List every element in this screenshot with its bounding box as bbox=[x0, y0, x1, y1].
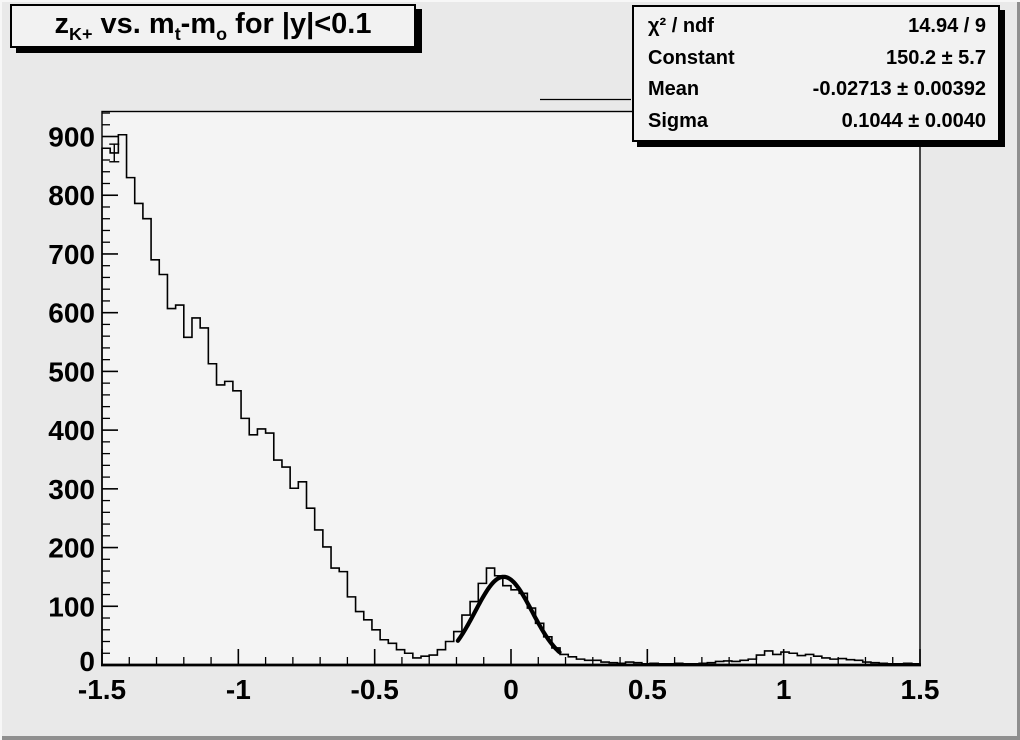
title-box[interactable]: zK+ vs. mt-mo for |y|<0.1 bbox=[10, 4, 416, 48]
stats-row: Sigma 0.1044 ± 0.0040 bbox=[634, 111, 998, 131]
y-tick-label: 0 bbox=[79, 646, 95, 677]
x-tick-label: -1.5 bbox=[78, 674, 126, 705]
chart-title: zK+ vs. mt-mo for |y|<0.1 bbox=[54, 7, 372, 44]
y-tick-label: 800 bbox=[48, 180, 95, 211]
y-tick-label: 500 bbox=[48, 356, 95, 387]
x-tick-label: 1.5 bbox=[901, 674, 940, 705]
stats-row: Constant 150.2 ± 5.7 bbox=[634, 48, 998, 68]
stats-value-chi2: 14.94 / 9 bbox=[908, 14, 986, 37]
y-tick-label: 900 bbox=[48, 122, 95, 153]
x-tick-label: 0.5 bbox=[628, 674, 667, 705]
y-tick-label: 400 bbox=[48, 415, 95, 446]
stats-box[interactable]: χ² / ndf 14.94 / 9 Constant 150.2 ± 5.7 … bbox=[632, 5, 1000, 142]
stats-row: χ² / ndf 14.94 / 9 bbox=[634, 16, 998, 36]
plot-frame[interactable] bbox=[101, 110, 921, 666]
y-tick-label: 600 bbox=[48, 298, 95, 329]
stats-row: Mean -0.02713 ± 0.00392 bbox=[634, 79, 998, 99]
y-tick-label: 700 bbox=[48, 239, 95, 270]
x-tick-label: 0 bbox=[503, 674, 519, 705]
stats-label-sigma: Sigma bbox=[648, 110, 709, 133]
stats-value-mean: -0.02713 ± 0.00392 bbox=[812, 78, 986, 101]
stats-label-constant: Constant bbox=[648, 46, 735, 69]
x-tick-label: -0.5 bbox=[351, 674, 399, 705]
y-tick-label: 200 bbox=[48, 533, 95, 564]
x-tick-label: -1 bbox=[226, 674, 251, 705]
stats-value-sigma: 0.1044 ± 0.0040 bbox=[841, 110, 986, 133]
y-tick-label: 100 bbox=[48, 591, 95, 622]
stats-label-chi2: χ² / ndf bbox=[648, 14, 714, 37]
y-tick-label: 300 bbox=[48, 474, 95, 505]
stats-label-mean: Mean bbox=[648, 78, 700, 101]
x-tick-label: 1 bbox=[776, 674, 792, 705]
histogram-line[interactable] bbox=[101, 133, 921, 665]
stats-value-constant: 150.2 ± 5.7 bbox=[886, 46, 986, 69]
gaussian-fit-curve[interactable] bbox=[455, 574, 562, 655]
